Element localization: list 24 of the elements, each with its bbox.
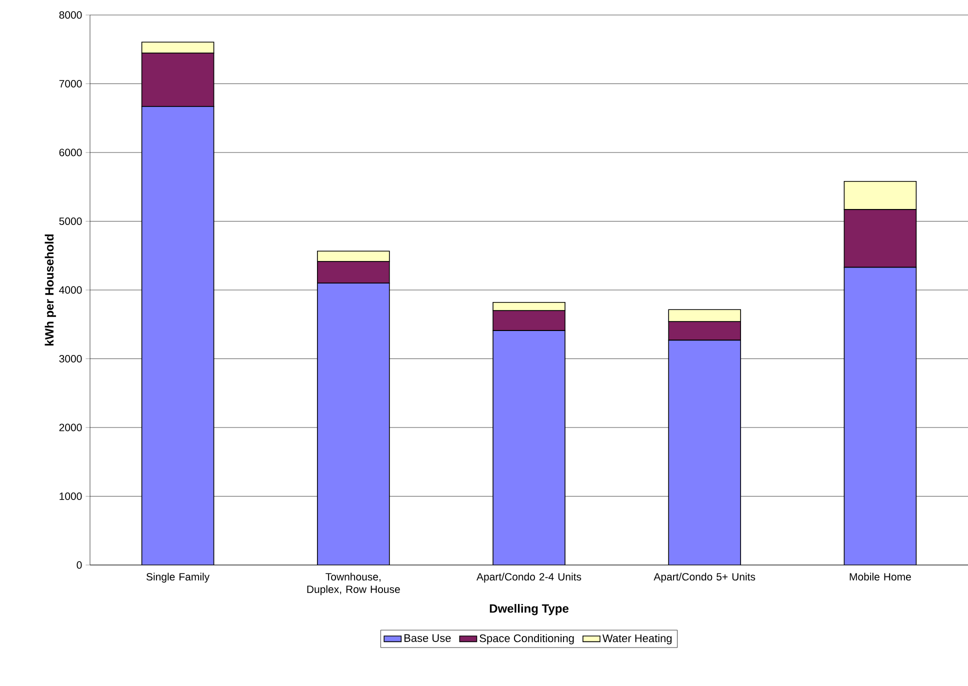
- legend-label: Water Heating: [602, 634, 672, 644]
- y-tick-label: 8000: [59, 11, 82, 19]
- y-tick-label: 4000: [59, 286, 82, 294]
- bar: [317, 282, 390, 565]
- bar: [668, 340, 742, 565]
- x-tick-label: Single Family: [146, 572, 210, 583]
- x-tick-label: Mobile Home: [850, 572, 911, 581]
- x-axis-title: Dwelling Type: [490, 604, 568, 616]
- y-tick-label: 1000: [60, 492, 82, 500]
- y-axis-title: kWh per Household: [44, 234, 56, 346]
- x-tick-label: Apart/Condo 5+ Units: [654, 572, 756, 583]
- y-tick-label: 6000: [59, 148, 82, 156]
- legend-label: Space Conditioning: [480, 634, 574, 644]
- y-tick-label: 2000: [59, 424, 82, 432]
- bar: [492, 330, 566, 565]
- x-tick-label: Townhouse, Duplex, Row House: [307, 572, 400, 596]
- bar: [141, 106, 214, 565]
- legend-label: Base Use: [404, 634, 451, 642]
- bar: [844, 266, 917, 565]
- x-tick-label: Apart/Condo 2-4 Units: [476, 572, 582, 583]
- y-tick-label: 5000: [59, 218, 82, 225]
- y-tick-label: 3000: [59, 355, 82, 362]
- y-tick-label: 0: [76, 561, 82, 569]
- y-tick-label: 7000: [59, 80, 82, 88]
